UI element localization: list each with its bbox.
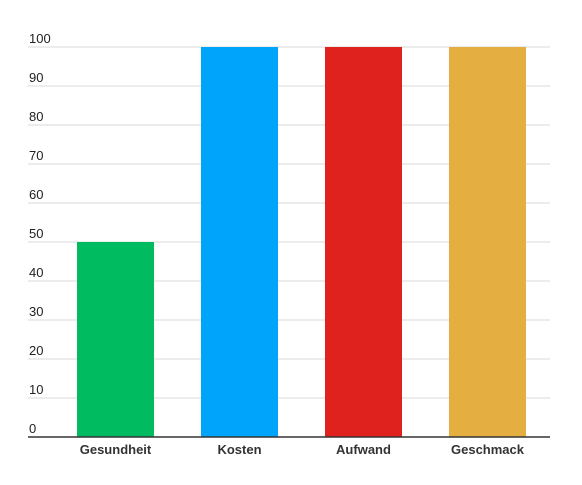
bars [77, 47, 526, 437]
y-tick-label-80: 80 [29, 109, 43, 124]
y-tick-label-0: 0 [29, 421, 36, 436]
y-tick-label-70: 70 [29, 148, 43, 163]
x-axis-category-labels: Gesundheit Kosten Aufwand Geschmack [80, 442, 525, 457]
x-category-label-kosten: Kosten [217, 442, 261, 457]
x-category-label-geschmack: Geschmack [451, 442, 525, 457]
y-tick-label-60: 60 [29, 187, 43, 202]
x-category-label-gesundheit: Gesundheit [80, 442, 152, 457]
y-tick-label-30: 30 [29, 304, 43, 319]
bar-geschmack [449, 47, 526, 437]
bar-gesundheit [77, 242, 154, 437]
x-category-label-aufwand: Aufwand [336, 442, 391, 457]
y-tick-label-10: 10 [29, 382, 43, 397]
y-tick-label-100: 100 [29, 31, 51, 46]
y-tick-label-40: 40 [29, 265, 43, 280]
y-tick-label-50: 50 [29, 226, 43, 241]
y-axis-tick-labels: 0 10 20 30 40 50 60 70 80 90 100 [29, 31, 51, 436]
y-tick-label-20: 20 [29, 343, 43, 358]
bar-kosten [201, 47, 278, 437]
bar-aufwand [325, 47, 402, 437]
y-tick-label-90: 90 [29, 70, 43, 85]
